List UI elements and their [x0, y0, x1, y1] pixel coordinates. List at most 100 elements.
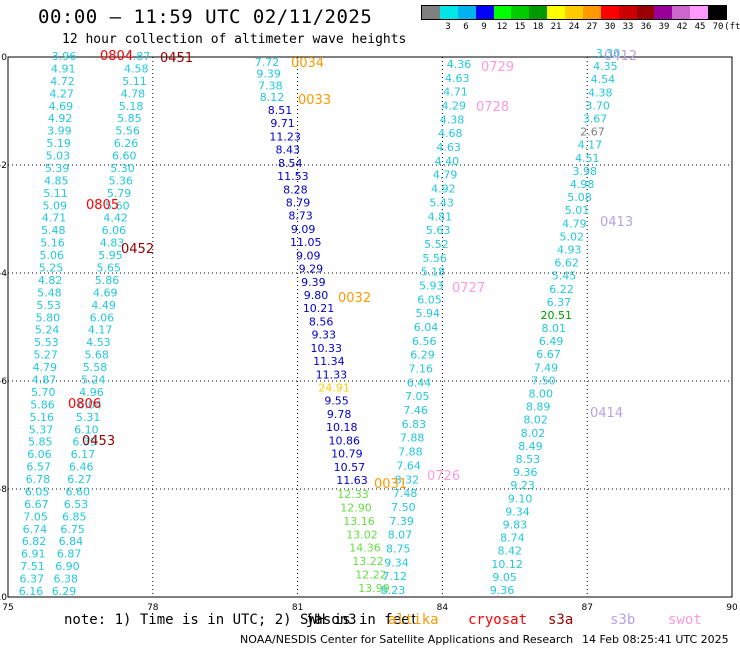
- swh-value-label: 6.22: [549, 283, 574, 296]
- swh-value-label: 5.52: [424, 238, 449, 251]
- swh-value-label: 8.07: [388, 529, 413, 542]
- scale-tick-label: 42: [676, 22, 688, 32]
- swh-value-label: 5.36: [109, 174, 134, 187]
- swh-value-label: 6.10: [74, 423, 99, 436]
- swh-value-label: 4.81: [428, 210, 453, 223]
- swh-value-label: 4.71: [443, 86, 468, 99]
- scale-swatch: [672, 6, 691, 19]
- swh-value-label: 7.88: [398, 446, 423, 459]
- swh-value-label: 5.63: [426, 224, 451, 237]
- swh-value-label: 5.85: [28, 436, 53, 449]
- swh-value-label: 5.18: [119, 100, 144, 113]
- swh-value-label: 13.99: [358, 582, 390, 595]
- pass-id-label: 0033: [298, 93, 331, 108]
- scale-tick-label: 70: [712, 22, 724, 32]
- x-tick-label: 75: [2, 603, 13, 612]
- scale-tick-label: 12: [496, 22, 508, 32]
- swh-value-label: 8.53: [516, 453, 541, 466]
- swh-value-label: 8.74: [500, 532, 525, 545]
- swh-value-label: 9.36: [490, 584, 515, 597]
- swh-value-label: 6.49: [539, 335, 564, 348]
- swh-value-label: 4.87: [32, 373, 57, 386]
- swh-value-label: 5.56: [115, 125, 140, 138]
- swh-value-label: 6.57: [26, 461, 51, 474]
- scale-swatch: [618, 6, 637, 19]
- scale-swatch: [529, 6, 548, 19]
- swh-value-label: 7.64: [396, 459, 421, 472]
- swh-value-label: 5.30: [110, 162, 135, 175]
- swh-value-label: 4.63: [445, 72, 470, 85]
- swh-value-label: 6.90: [55, 560, 80, 573]
- swh-value-label: 6.53: [64, 498, 89, 511]
- pass-id-label: 0729: [481, 60, 514, 75]
- scale-tick-label: 21: [550, 22, 562, 32]
- swh-value-label: 11.23: [269, 130, 301, 143]
- pass-id-label: 0453: [82, 434, 115, 449]
- swh-value-label: 4.40: [435, 155, 460, 168]
- swh-value-label: 7.50: [531, 374, 556, 387]
- swh-value-label: 5.95: [98, 249, 123, 262]
- scale-swatch: [636, 6, 655, 19]
- scale-tick-label: 9: [481, 22, 487, 32]
- swh-value-label: 13.22: [352, 555, 384, 568]
- x-tick-label: 84: [437, 603, 449, 612]
- swh-value-label: 20.51: [541, 309, 573, 322]
- swh-value-label: 8.01: [541, 322, 566, 335]
- swh-value-label: 8.56: [309, 315, 334, 328]
- swh-value-label: 8.79: [286, 197, 311, 210]
- swh-value-label: 9.09: [296, 249, 321, 262]
- swh-value-label: 5.58: [83, 361, 108, 374]
- pass-id-label: 0413: [600, 215, 633, 230]
- swh-value-label: 4.79: [433, 169, 458, 182]
- plot-area: 75 78 81 84 87 90 0 -2 -4 -6 -8 -10 3.964.914.724.27…: [0, 47, 738, 612]
- legend-item-cryosat: cryosat: [468, 612, 528, 628]
- swh-value-label: 8.28: [283, 183, 308, 196]
- swh-value-label: 10.86: [329, 434, 361, 447]
- scale-tick-label: 24: [568, 22, 580, 32]
- swh-value-label: 6.84: [59, 535, 84, 548]
- swh-value-label: 9.36: [513, 466, 538, 479]
- swh-value-label: 7.88: [400, 432, 425, 445]
- swh-value-label: 6.74: [23, 523, 48, 536]
- swh-value-label: 6.17: [71, 448, 96, 461]
- legend-item-jason3: jason3: [306, 612, 357, 628]
- swh-value-label: 9.39: [301, 276, 326, 289]
- scale-swatch: [600, 6, 619, 19]
- swh-value-label: 8.54: [278, 157, 303, 170]
- swh-value-label: 4.38: [440, 113, 465, 126]
- pass-id-label: 0726: [427, 469, 460, 484]
- swh-value-label: 4.69: [49, 100, 74, 113]
- swh-value-label: 4.87: [126, 50, 151, 63]
- scale-swatch: [439, 6, 458, 19]
- scale-swatch: [654, 6, 673, 19]
- swh-value-label: 6.04: [78, 398, 103, 411]
- swh-value-label: 7.39: [389, 515, 414, 528]
- x-tick-label: 78: [147, 603, 159, 612]
- swh-value-label: 5.53: [34, 336, 59, 349]
- swh-value-label: 10.12: [491, 558, 523, 571]
- swh-value-label: 24.91: [318, 382, 350, 395]
- scale-tick-label: 27: [586, 22, 598, 32]
- y-tick-label: -8: [0, 485, 7, 495]
- swh-value-label: 6.06: [27, 448, 52, 461]
- swh-value-label: 6.26: [114, 137, 139, 150]
- scale-unit-label: (ft): [724, 22, 740, 32]
- swh-value-label: 4.79: [562, 217, 587, 230]
- swh-value-label: 5.68: [84, 349, 109, 362]
- pass-id-label: 0805: [86, 198, 119, 213]
- swh-value-label: 9.23: [510, 479, 535, 492]
- swh-value-label: 5.39: [45, 162, 70, 175]
- pass-id-label: 0452: [121, 242, 154, 257]
- swh-value-label: 13.16: [343, 515, 375, 528]
- swh-value-label: 4.79: [33, 361, 58, 374]
- swh-value-label: 4.51: [575, 152, 600, 165]
- swh-value-label: 4.82: [38, 274, 63, 287]
- swh-value-label: 8.12: [260, 91, 285, 104]
- swh-value-label: 4.78: [121, 87, 146, 100]
- swh-value-label: 11.05: [290, 236, 322, 249]
- swh-value-label: 4.83: [100, 237, 125, 250]
- swh-value-label: 4.91: [51, 62, 76, 75]
- swh-value-label: 4.72: [50, 75, 75, 88]
- swh-value-label: 4.29: [442, 100, 467, 113]
- swh-value-label: 8.89: [526, 401, 551, 414]
